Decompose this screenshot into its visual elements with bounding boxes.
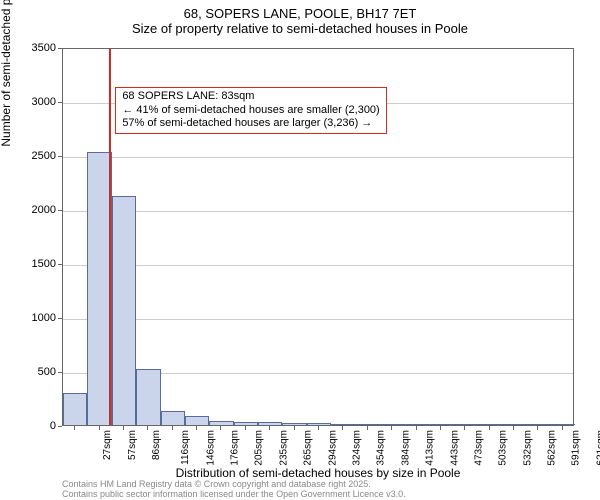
- x-tick-mark: [440, 426, 441, 430]
- y-tick-label: 500: [38, 366, 56, 378]
- annotation-line: 57% of semi-detached houses are larger (…: [122, 117, 379, 131]
- x-tick-mark: [513, 426, 514, 430]
- x-tick-mark: [99, 426, 100, 430]
- x-tick-label: 473sqm: [473, 430, 484, 466]
- histogram-bar: [161, 411, 185, 425]
- histogram-bar: [136, 369, 160, 425]
- histogram-bar: [307, 423, 331, 425]
- x-tick-mark: [147, 426, 148, 430]
- annotation-box: 68 SOPERS LANE: 83sqm← 41% of semi-detac…: [115, 87, 386, 134]
- x-tick-label: 324sqm: [352, 430, 363, 466]
- histogram-bar: [380, 424, 404, 425]
- y-tick-label: 3500: [32, 42, 56, 54]
- histogram-bar: [282, 423, 306, 425]
- x-tick-mark: [123, 426, 124, 430]
- property-marker-line: [109, 49, 111, 425]
- plot-area: 68 SOPERS LANE: 83sqm← 41% of semi-detac…: [62, 48, 574, 426]
- chart-title: 68, SOPERS LANE, POOLE, BH17 7ET Size of…: [0, 0, 600, 36]
- gridline: [63, 265, 573, 266]
- x-tick-mark: [294, 426, 295, 430]
- footer-line2: Contains public sector information licen…: [62, 490, 406, 500]
- x-tick-label: 621sqm: [595, 430, 600, 466]
- y-tick-label: 3000: [32, 96, 56, 108]
- x-tick-mark: [391, 426, 392, 430]
- x-tick-label: 116sqm: [180, 430, 191, 465]
- x-tick-label: 443sqm: [449, 430, 460, 466]
- histogram-bar: [87, 152, 111, 425]
- histogram-bar: [185, 416, 209, 425]
- x-tick-label: 235sqm: [278, 430, 289, 466]
- histogram-bar: [209, 421, 233, 425]
- gridline: [63, 319, 573, 320]
- x-tick-label: 503sqm: [498, 430, 509, 466]
- histogram-bar: [63, 393, 87, 425]
- x-tick-mark: [367, 426, 368, 430]
- histogram-bar: [258, 422, 282, 425]
- histogram-bar: [502, 424, 526, 425]
- x-tick-mark: [245, 426, 246, 430]
- x-tick-mark: [269, 426, 270, 430]
- footer-attribution: Contains HM Land Registry data © Crown c…: [62, 480, 406, 500]
- x-tick-mark: [74, 426, 75, 430]
- annotation-line: ← 41% of semi-detached houses are smalle…: [122, 104, 379, 118]
- histogram-bar: [112, 196, 136, 425]
- histogram-bar: [453, 424, 477, 425]
- gridline: [63, 157, 573, 158]
- x-tick-label: 86sqm: [151, 430, 162, 460]
- y-tick-label: 2500: [32, 150, 56, 162]
- title-subtitle: Size of property relative to semi-detach…: [0, 21, 600, 36]
- y-axis-ticks: 0500100015002000250030003500: [0, 48, 58, 426]
- x-tick-mark: [196, 426, 197, 430]
- x-tick-label: 532sqm: [522, 430, 533, 466]
- x-tick-mark: [172, 426, 173, 430]
- x-tick-mark: [220, 426, 221, 430]
- x-tick-label: 205sqm: [254, 430, 265, 466]
- x-tick-mark: [318, 426, 319, 430]
- histogram-bar: [331, 424, 355, 425]
- x-tick-mark: [537, 426, 538, 430]
- histogram-chart: 68, SOPERS LANE, POOLE, BH17 7ET Size of…: [0, 0, 600, 500]
- x-tick-mark: [562, 426, 563, 430]
- histogram-bar: [429, 424, 453, 425]
- y-tick-label: 1000: [32, 312, 56, 324]
- x-tick-label: 591sqm: [571, 430, 582, 466]
- x-tick-label: 57sqm: [127, 430, 138, 460]
- histogram-bar: [404, 424, 428, 425]
- x-tick-mark: [489, 426, 490, 430]
- x-tick-label: 354sqm: [376, 430, 387, 466]
- annotation-heading: 68 SOPERS LANE: 83sqm: [122, 90, 379, 104]
- gridline: [63, 211, 573, 212]
- histogram-bar: [477, 424, 501, 425]
- x-axis-label: Distribution of semi-detached houses by …: [62, 466, 574, 480]
- histogram-bar: [356, 424, 380, 425]
- x-tick-label: 176sqm: [230, 430, 241, 466]
- x-tick-label: 265sqm: [303, 430, 314, 466]
- x-tick-mark: [464, 426, 465, 430]
- y-tick-label: 2000: [32, 204, 56, 216]
- x-tick-mark: [416, 426, 417, 430]
- x-tick-label: 146sqm: [205, 430, 216, 466]
- title-address: 68, SOPERS LANE, POOLE, BH17 7ET: [0, 6, 600, 21]
- x-tick-label: 27sqm: [102, 430, 113, 460]
- y-tick-label: 1500: [32, 258, 56, 270]
- histogram-bar: [526, 424, 550, 425]
- x-tick-mark: [342, 426, 343, 430]
- histogram-bar: [234, 422, 258, 425]
- y-tick-label: 0: [50, 420, 56, 432]
- x-tick-label: 413sqm: [425, 430, 436, 466]
- x-tick-label: 384sqm: [400, 430, 411, 466]
- x-tick-label: 294sqm: [327, 430, 338, 466]
- histogram-bar: [551, 424, 575, 425]
- x-tick-label: 562sqm: [547, 430, 558, 466]
